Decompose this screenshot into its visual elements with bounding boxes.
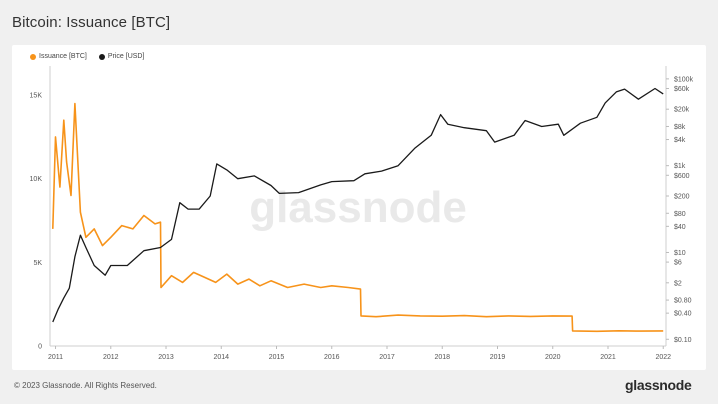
y-right-tick-label: $6: [674, 260, 682, 267]
y-right-tick-label: $0.40: [674, 311, 692, 318]
copyright-text: © 2023 Glassnode. All Rights Reserved.: [14, 381, 157, 390]
y-right-tick-label: $80: [674, 211, 686, 218]
glassnode-logo[interactable]: glassnode: [625, 377, 692, 393]
y-left-tick-label: 5K: [33, 260, 42, 267]
y-right-tick-label: $600: [674, 173, 690, 180]
x-tick-label: 2017: [379, 354, 395, 361]
x-tick-label: 2014: [213, 354, 229, 361]
legend-label-issuance: Issuance [BTC]: [39, 53, 87, 60]
legend-label-price: Price [USD]: [107, 53, 145, 60]
y-right-tick-label: $100k: [674, 76, 694, 83]
y-right-tick-label: $0.10: [674, 337, 692, 344]
x-tick-label: 2018: [434, 354, 450, 361]
y-right-tick-label: $1k: [674, 163, 686, 170]
x-tick-label: 2022: [655, 354, 671, 361]
y-right-tick-label: $4k: [674, 137, 686, 144]
x-tick-label: 2021: [600, 354, 616, 361]
series-issuance-line: [52, 102, 664, 333]
x-tick-label: 2016: [324, 354, 340, 361]
chart-card: Issuance [BTC] Price [USD]: [12, 45, 706, 370]
x-tick-label: 2011: [48, 354, 63, 361]
y-right-tick-label: $60k: [674, 86, 690, 93]
legend-item-price[interactable]: Price [USD]: [98, 53, 145, 60]
y-right-tick-label: $2: [674, 280, 682, 287]
legend-swatch-price: [98, 53, 105, 60]
x-tick-label: 2012: [103, 354, 119, 361]
legend-swatch-issuance: [30, 53, 36, 60]
chart-watermark: glassnode: [249, 183, 467, 232]
x-tick-label: 2013: [158, 354, 174, 361]
y-right-tick-label: $10: [674, 250, 686, 257]
chart-legend: Issuance [BTC] Price [USD]: [30, 53, 144, 60]
y-right-tick-label: $8k: [674, 124, 686, 131]
y-right-tick-label: $20k: [674, 107, 690, 114]
series-price-line: [52, 87, 664, 323]
y-left-tick-label: 15K: [30, 93, 43, 100]
x-tick-label: 2015: [269, 354, 285, 361]
y-right-tick-label: $0.80: [674, 298, 692, 305]
page-title: Bitcoin: Issuance [BTC]: [12, 14, 171, 31]
y-right-tick-label: $40: [674, 224, 686, 231]
y-left-tick-label: 0: [38, 344, 42, 351]
y-left-tick-label: 10K: [30, 176, 43, 183]
x-tick-label: 2019: [490, 354, 506, 361]
y-right-tick-label: $200: [674, 194, 690, 201]
x-tick-label: 2020: [545, 354, 561, 361]
legend-item-issuance[interactable]: Issuance [BTC]: [30, 53, 87, 60]
